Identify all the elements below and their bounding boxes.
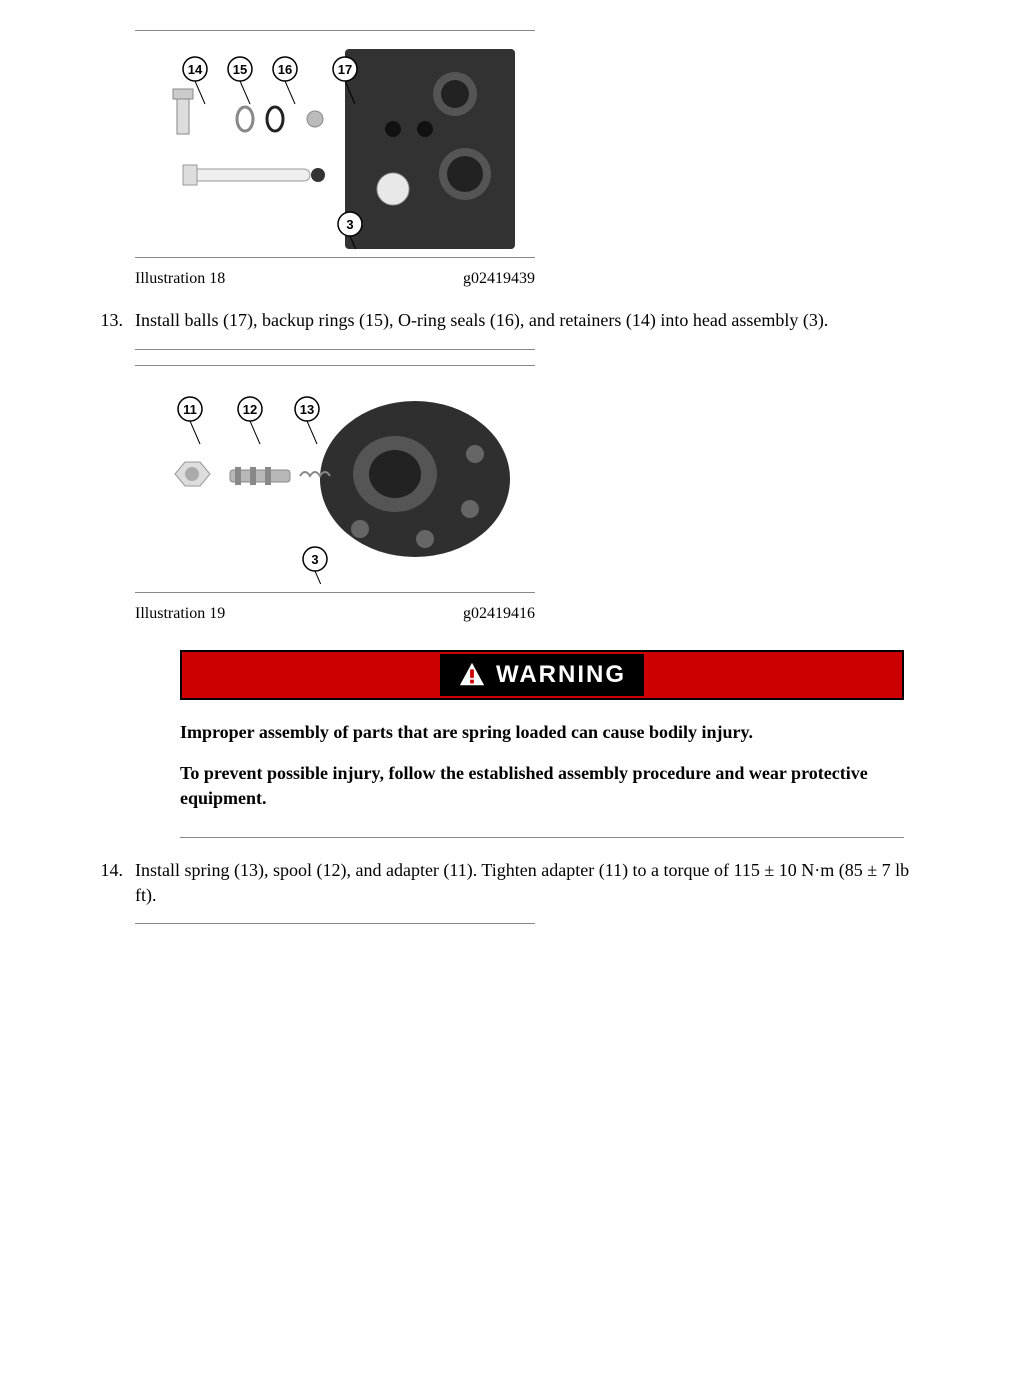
step-14-text: Install spring (13), spool (12), and ada… bbox=[135, 858, 964, 908]
figure-19-svg: 11 12 13 3 bbox=[135, 374, 515, 584]
svg-text:15: 15 bbox=[233, 62, 247, 77]
warning-triangle-icon bbox=[458, 661, 486, 689]
figure-18-caption: Illustration 18 g02419439 bbox=[135, 268, 535, 290]
figure-19: 11 12 13 3 Illustration 19 g02419416 bbox=[135, 365, 964, 625]
warning-para-2: To prevent possible injury, follow the e… bbox=[180, 761, 904, 811]
figure-18-svg: 14 15 16 17 3 bbox=[135, 39, 515, 249]
warning-text: Improper assembly of parts that are spri… bbox=[180, 720, 904, 812]
divider-after-step13 bbox=[135, 349, 535, 350]
svg-text:16: 16 bbox=[278, 62, 292, 77]
figure-18-caption-id: g02419439 bbox=[463, 268, 535, 290]
figure-18: 14 15 16 17 3 Illustration 18 g02419439 bbox=[135, 30, 964, 290]
figure-18-placeholder: 14 15 16 17 3 bbox=[135, 39, 515, 249]
figure-19-placeholder: 11 12 13 3 bbox=[135, 374, 515, 584]
svg-text:12: 12 bbox=[243, 402, 257, 417]
divider-after-step14 bbox=[135, 923, 535, 924]
figure-19-caption: Illustration 19 g02419416 bbox=[135, 603, 535, 625]
divider-after-warning bbox=[180, 837, 904, 838]
svg-text:14: 14 bbox=[188, 62, 203, 77]
step-13: 13. Install balls (17), backup rings (15… bbox=[60, 308, 964, 333]
figure-18-caption-label: Illustration 18 bbox=[135, 268, 225, 290]
step-14: 14. Install spring (13), spool (12), and… bbox=[60, 858, 964, 908]
svg-text:3: 3 bbox=[346, 217, 353, 232]
svg-text:13: 13 bbox=[300, 402, 314, 417]
figure-19-caption-label: Illustration 19 bbox=[135, 603, 225, 625]
figure-19-image-frame: 11 12 13 3 bbox=[135, 365, 535, 593]
warning-banner: WARNING bbox=[180, 650, 904, 700]
step-13-number: 13. bbox=[60, 308, 135, 333]
warning-label: WARNING bbox=[496, 658, 626, 692]
svg-text:11: 11 bbox=[183, 402, 197, 417]
svg-text:17: 17 bbox=[338, 62, 352, 77]
svg-text:3: 3 bbox=[311, 552, 318, 567]
step-13-text: Install balls (17), backup rings (15), O… bbox=[135, 308, 964, 333]
warning-inner: WARNING bbox=[440, 654, 644, 696]
warning-para-1: Improper assembly of parts that are spri… bbox=[180, 720, 904, 745]
figure-18-image-frame: 14 15 16 17 3 bbox=[135, 30, 535, 258]
step-14-number: 14. bbox=[60, 858, 135, 908]
figure-19-caption-id: g02419416 bbox=[463, 603, 535, 625]
